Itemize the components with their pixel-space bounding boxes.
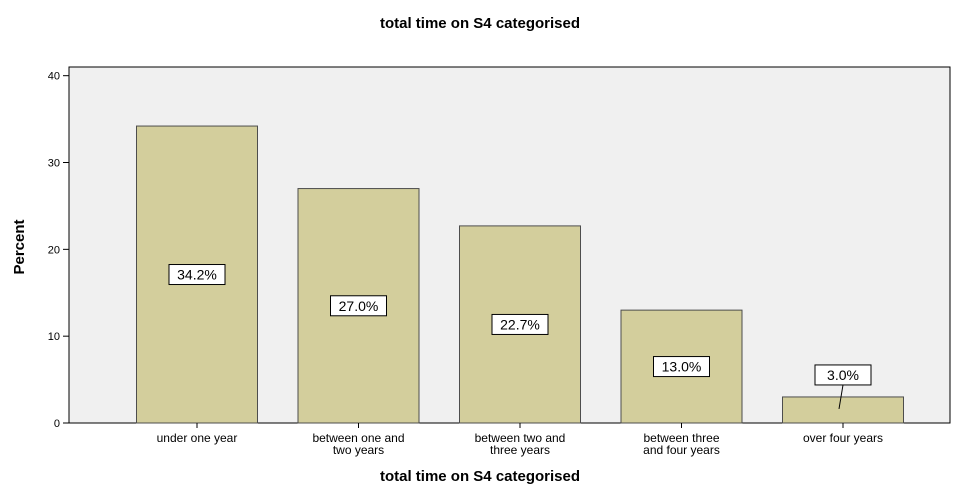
y-tick-label: 30 bbox=[48, 158, 60, 170]
data-label: 3.0% bbox=[827, 367, 859, 383]
x-category-label: between two and bbox=[475, 431, 566, 445]
data-label: 13.0% bbox=[662, 359, 702, 375]
x-category-label: between three bbox=[643, 431, 719, 445]
bar bbox=[782, 396, 904, 424]
y-axis: 0 10 20 30 40 bbox=[48, 71, 69, 430]
data-label-box bbox=[814, 364, 872, 386]
chart-title: total time on S4 categorised bbox=[380, 15, 580, 32]
y-tick-label: 0 bbox=[54, 418, 60, 430]
data-label-box bbox=[653, 356, 710, 378]
x-category-label: over four years bbox=[803, 431, 883, 445]
y-tick-label: 10 bbox=[48, 331, 60, 343]
x-category-label: two years bbox=[333, 443, 384, 457]
data-label: 34.2% bbox=[177, 267, 217, 283]
data-label-leader bbox=[838, 384, 844, 410]
data-label: 27.0% bbox=[339, 298, 379, 314]
y-tick-label: 20 bbox=[48, 244, 60, 256]
y-tick-label: 40 bbox=[48, 71, 60, 83]
data-label-box bbox=[168, 264, 226, 286]
data-label: 22.7% bbox=[500, 316, 540, 332]
y-axis-title: Percent bbox=[11, 219, 28, 274]
data-label-box bbox=[330, 295, 387, 317]
x-category-label: under one year bbox=[157, 431, 238, 445]
bars-group: 34.2% 27.0% 22.7% 13.0% 3.0% bbox=[136, 125, 904, 424]
x-category-label: three years bbox=[490, 443, 550, 457]
data-label-box bbox=[491, 313, 549, 335]
x-category-label: between one and bbox=[312, 431, 404, 445]
x-category-label: and four years bbox=[643, 443, 720, 457]
x-axis-title: total time on S4 categorised bbox=[380, 468, 580, 484]
